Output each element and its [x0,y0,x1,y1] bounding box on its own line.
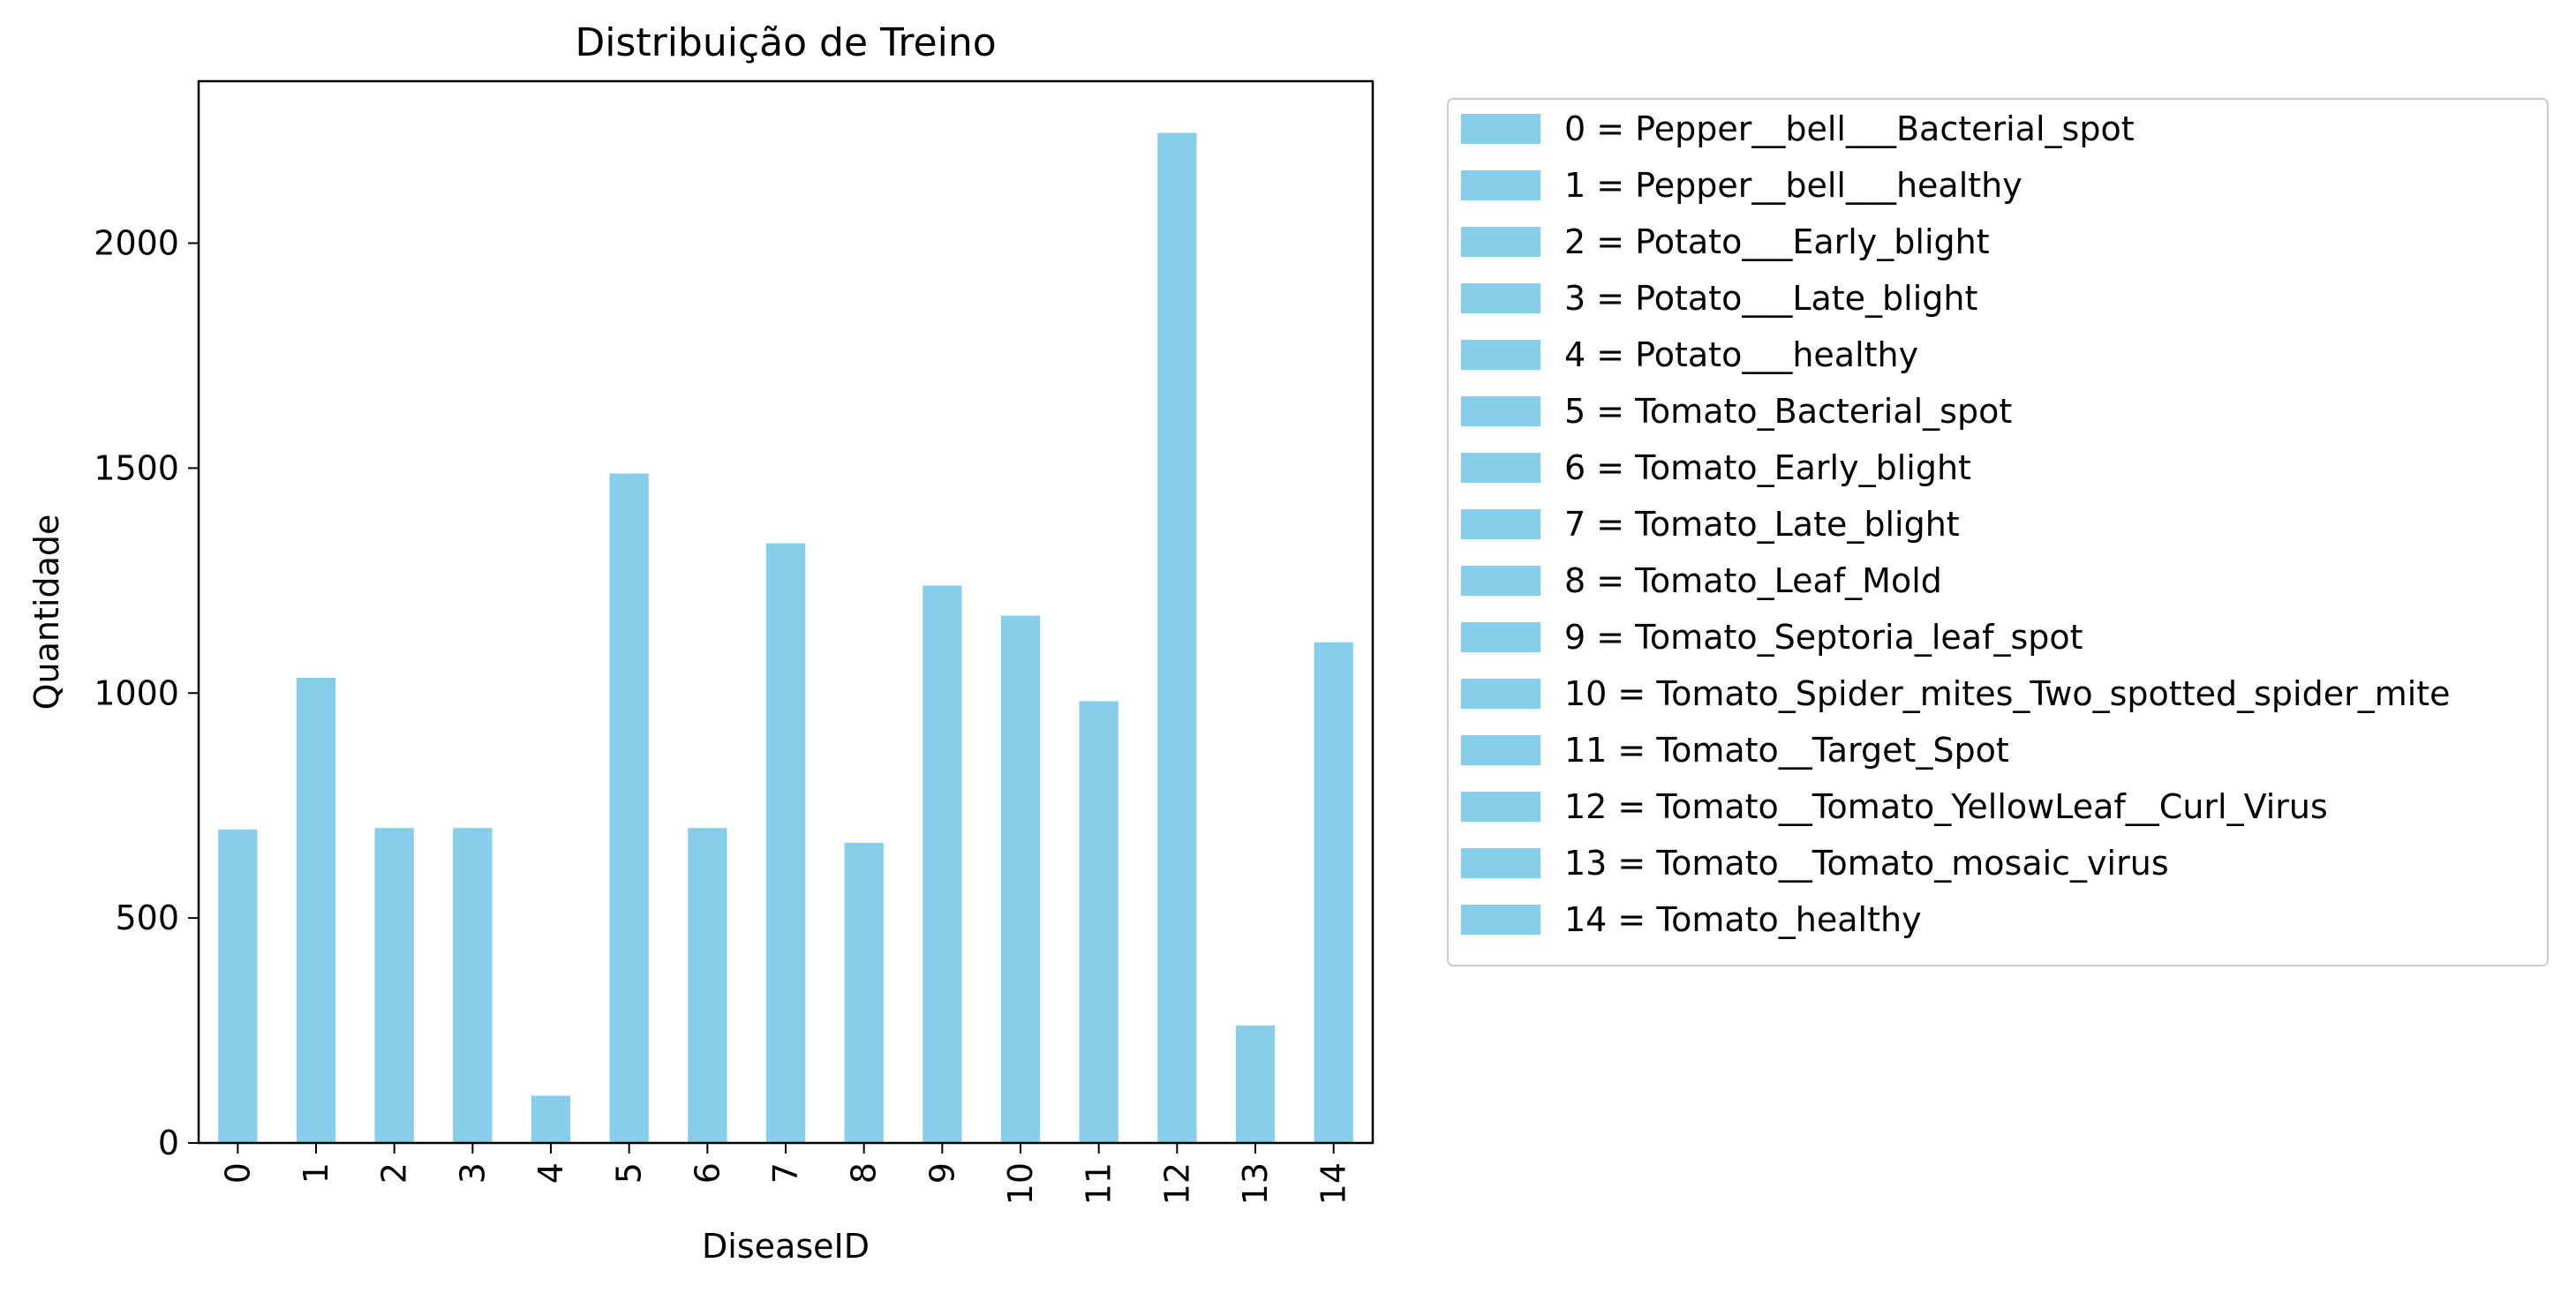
y-tick-label: 1500 [94,448,179,487]
bar-1 [296,677,336,1143]
legend-swatch [1461,340,1540,370]
bar-8 [844,842,884,1143]
legend-swatch [1461,735,1540,765]
legend-entry-label: 14 = Tomato_healthy [1564,900,1922,939]
y-tick-label: 0 [158,1124,179,1162]
legend-entry-label: 11 = Tomato__Target_Spot [1564,731,2009,770]
legend-swatch [1461,905,1540,935]
y-tick-label: 500 [115,898,179,937]
bars-group [218,132,1353,1144]
x-tick-label: 10 [1001,1162,1040,1205]
legend-swatch [1461,848,1540,878]
plot-frame [197,79,1375,1145]
x-tick-label: 2 [375,1162,414,1184]
legend-entry-label: 0 = Pepper__bell___Bacterial_spot [1564,109,2135,148]
bar-0 [218,829,258,1143]
y-axis-ticks: 0 500 1000 1500 2000 [94,224,199,1162]
x-axis-ticks: 0 1 2 3 4 5 6 7 8 9 10 11 12 13 14 [218,1143,1353,1205]
legend-entry-label: 5 = Tomato_Bacterial_spot [1564,392,2012,431]
bar-3 [453,828,493,1143]
x-tick-label: 1 [297,1162,335,1184]
x-tick-label: 6 [688,1162,727,1184]
legend-swatch [1461,509,1540,539]
x-tick-label: 13 [1236,1162,1275,1205]
x-tick-label: 4 [531,1162,570,1184]
legend-frame [1447,98,2549,966]
legend-swatch [1461,792,1540,822]
y-tick-label: 2000 [94,224,179,263]
legend-entry-label: 3 = Potato___Late_blight [1564,279,1977,318]
bar-11 [1079,701,1119,1143]
legend-swatch [1461,227,1540,257]
bar-6 [688,828,727,1143]
legend-entry-label: 1 = Pepper__bell___healthy [1564,166,2022,205]
bar-5 [609,473,649,1143]
bar-7 [765,543,806,1143]
x-axis-label: DiseaseID [702,1227,870,1266]
y-tick-label: 1000 [94,673,179,712]
legend-swatch [1461,396,1540,426]
legend-swatch [1461,566,1540,596]
bar-10 [1000,615,1041,1143]
legend-entry-label: 10 = Tomato_Spider_mites_Two_spotted_spi… [1564,674,2451,713]
bar-12 [1157,132,1197,1144]
legend-entry-label: 8 = Tomato_Leaf_Mold [1564,561,1942,600]
legend-swatch [1461,114,1540,144]
x-tick-label: 0 [218,1162,257,1184]
legend-swatch [1461,170,1540,200]
legend-entry-label: 9 = Tomato_Septoria_leaf_spot [1564,618,2083,657]
bar-4 [531,1095,571,1143]
x-tick-label: 7 [766,1162,805,1184]
legend-swatch [1461,283,1540,313]
legend-entry-label: 13 = Tomato__Tomato_mosaic_virus [1564,844,2169,883]
legend-swatch [1461,679,1540,709]
legend-entry-label: 2 = Potato___Early_blight [1564,222,1990,261]
x-tick-label: 8 [845,1162,884,1184]
x-tick-label: 9 [923,1162,961,1184]
x-tick-label: 11 [1080,1162,1119,1205]
legend-swatch [1461,622,1540,652]
legend-items: 0 = Pepper__bell___Bacterial_spot 1 = Pep… [1461,109,2451,939]
legend-entry-label: 4 = Potato___healthy [1564,335,1918,374]
legend-swatch [1461,453,1540,483]
x-tick-label: 3 [453,1162,492,1184]
x-tick-label: 12 [1157,1162,1196,1205]
legend-entry-label: 12 = Tomato__Tomato_YellowLeaf__Curl_Vir… [1564,787,2328,826]
bar-14 [1314,642,1353,1143]
legend-entry-label: 7 = Tomato_Late_blight [1564,505,1960,544]
x-tick-label: 14 [1314,1162,1353,1205]
y-axis-label: Quantidade [27,515,66,710]
bar-13 [1235,1025,1276,1143]
legend-entry-label: 6 = Tomato_Early_blight [1564,448,1971,487]
chart-title: Distribuição de Treino [575,20,996,65]
bar-2 [374,828,414,1143]
x-tick-label: 5 [610,1162,649,1184]
legend: 0 = Pepper__bell___Bacterial_spot 1 = Pep… [1447,98,2549,966]
bar-9 [923,585,962,1143]
